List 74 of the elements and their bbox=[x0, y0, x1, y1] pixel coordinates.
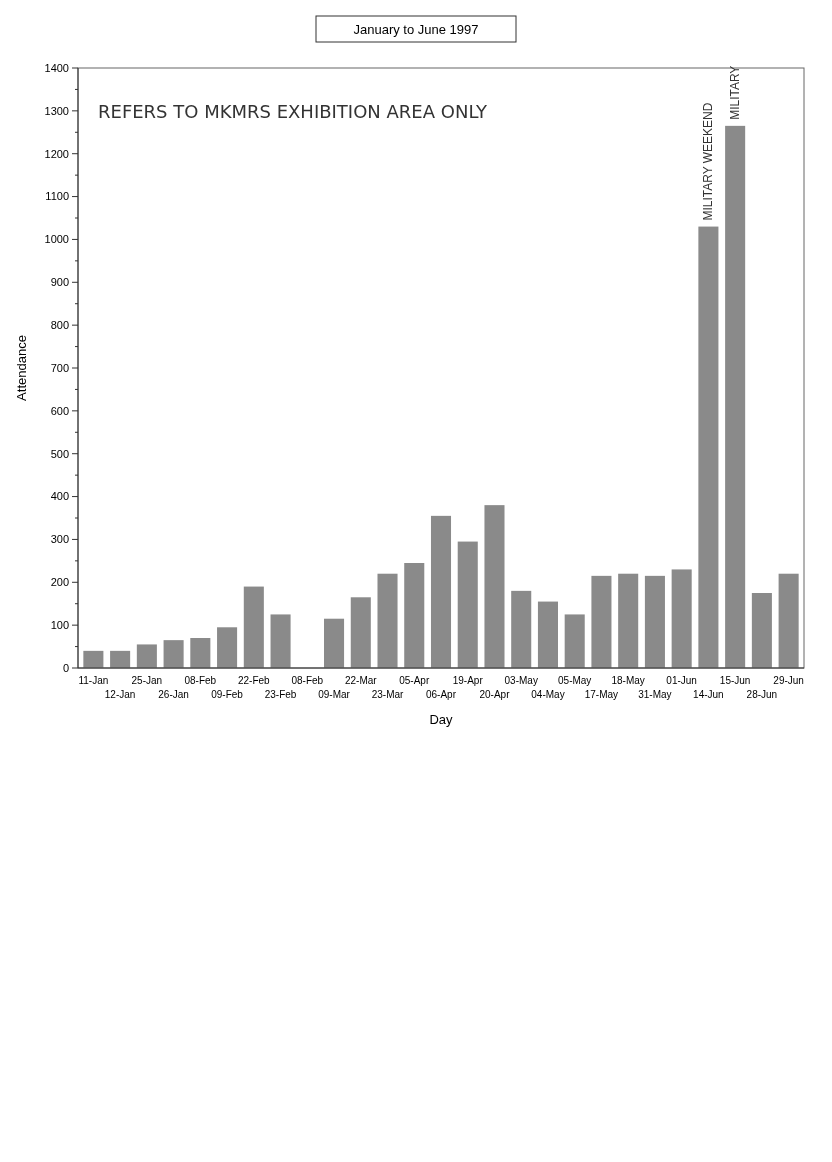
bar bbox=[591, 575, 612, 668]
y-tick-label: 1000 bbox=[44, 233, 69, 246]
x-tick-label: 01-Jun bbox=[666, 675, 697, 686]
bar bbox=[110, 650, 131, 668]
x-tick-label: 20-Apr bbox=[479, 689, 511, 700]
bar bbox=[136, 644, 157, 668]
chart-subtitle: January to June 1997 bbox=[353, 22, 479, 37]
x-tick-label: 26-Jan bbox=[158, 689, 189, 700]
bar bbox=[618, 573, 639, 668]
x-tick-label: 12-Jan bbox=[104, 689, 136, 700]
bar bbox=[725, 125, 746, 668]
x-axis-title: Day bbox=[429, 712, 454, 727]
x-tick-label: 15-Jun bbox=[719, 675, 751, 686]
bar bbox=[564, 614, 585, 668]
x-tick-label: 09-Mar bbox=[318, 689, 351, 700]
bar bbox=[537, 601, 558, 668]
y-tick-label: 500 bbox=[50, 447, 69, 460]
bar bbox=[83, 650, 104, 668]
y-tick-label: 900 bbox=[50, 276, 69, 289]
bar bbox=[377, 573, 398, 668]
y-tick-label: 0 bbox=[62, 661, 69, 674]
x-tick-label: 25-Jan bbox=[131, 675, 163, 686]
y-tick-label: 600 bbox=[50, 404, 69, 417]
x-tick-label: 06-Apr bbox=[425, 689, 457, 700]
y-tick-label: 700 bbox=[50, 361, 69, 374]
bar bbox=[457, 541, 478, 668]
y-tick-label: 1300 bbox=[44, 104, 69, 117]
bar bbox=[350, 597, 371, 668]
y-axis-title: Attendance bbox=[14, 335, 29, 401]
bar bbox=[430, 515, 452, 668]
x-tick-label: 09-Feb bbox=[211, 689, 244, 700]
y-tick-label: 1100 bbox=[45, 190, 69, 203]
x-tick-label: 23-Feb bbox=[264, 689, 297, 700]
y-tick-label: 1400 bbox=[44, 61, 69, 74]
y-tick-label: 800 bbox=[50, 318, 69, 331]
x-tick-label: 31-May bbox=[638, 689, 672, 700]
y-tick-label: 400 bbox=[50, 490, 69, 503]
bar bbox=[698, 226, 719, 668]
bar bbox=[671, 569, 692, 668]
x-tick-label: 17-May bbox=[584, 689, 619, 700]
y-tick-label: 200 bbox=[50, 576, 69, 589]
x-tick-label: 22-Feb bbox=[237, 675, 271, 686]
bar bbox=[404, 563, 425, 668]
x-tick-label: 04-May bbox=[531, 689, 565, 700]
bar bbox=[751, 593, 772, 668]
bar bbox=[190, 638, 211, 668]
x-tick-label: 19-Apr bbox=[452, 675, 484, 686]
x-tick-label: 23-Mar bbox=[371, 689, 405, 700]
bar bbox=[511, 590, 532, 668]
y-tick-label: 100 bbox=[50, 618, 69, 631]
annotation: MILITARY bbox=[728, 65, 743, 120]
x-tick-label: 29-Jun bbox=[773, 675, 804, 686]
x-tick-label: 22-Mar bbox=[344, 675, 378, 686]
y-tick-label: 1200 bbox=[44, 147, 69, 160]
x-tick-label: 08-Feb bbox=[184, 675, 217, 686]
x-tick-label: 03-May bbox=[504, 675, 538, 686]
bar bbox=[217, 627, 238, 668]
annotation: REFERS TO MKMRS EXHIBITION AREA ONLY bbox=[98, 101, 489, 122]
bar bbox=[644, 575, 665, 668]
bar bbox=[324, 618, 345, 668]
x-tick-label: 28-Jun bbox=[746, 689, 778, 700]
x-tick-label: 11-Jan bbox=[78, 675, 109, 686]
bar bbox=[243, 586, 264, 668]
bar bbox=[163, 640, 184, 668]
x-tick-label: 05-May bbox=[558, 675, 592, 686]
x-tick-label: 08-Feb bbox=[291, 675, 324, 686]
x-tick-label: 05-Apr bbox=[399, 675, 430, 686]
annotation: MILITARY WEEKEND bbox=[701, 102, 716, 221]
bar bbox=[778, 573, 799, 668]
bar bbox=[270, 614, 291, 668]
x-tick-label: 14-Jun bbox=[693, 689, 724, 700]
bar bbox=[484, 505, 505, 668]
x-tick-label: 18-May bbox=[611, 675, 645, 686]
y-tick-label: 300 bbox=[50, 533, 69, 546]
